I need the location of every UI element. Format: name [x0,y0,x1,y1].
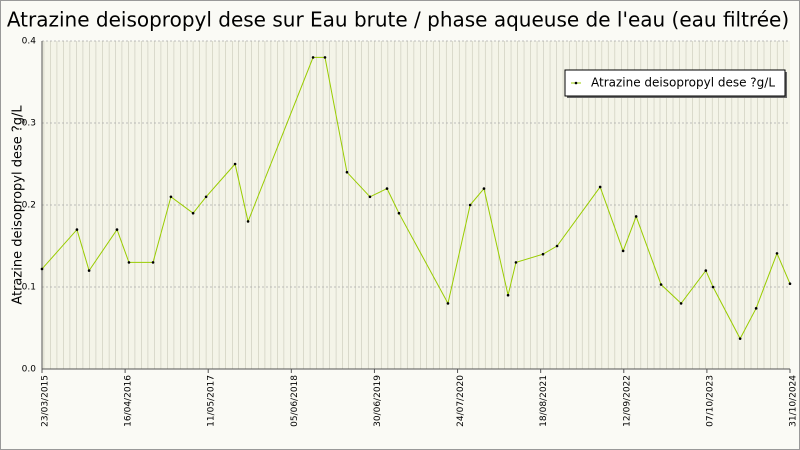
y-tick-label: 0.0 [22,365,37,375]
data-point [368,195,372,199]
data-point [40,267,44,271]
data-point [711,285,715,289]
x-tick-label: 16/04/2016 [124,375,134,427]
data-point [555,244,559,248]
data-point [169,195,173,199]
data-point [204,195,208,199]
data-point [738,337,742,340]
data-point [311,56,315,59]
data-point [385,187,389,190]
data-point [775,252,779,255]
data-point [246,220,250,223]
data-point [704,269,708,272]
data-point [634,215,638,218]
x-tick-label: 24/07/2020 [456,375,466,427]
y-tick-label: 0.2 [22,201,36,211]
x-tick-label: 18/08/2021 [539,375,549,427]
data-point [482,187,486,190]
y-tick-label: 0.1 [22,283,36,293]
chart-title: Atrazine deisopropyl dese sur Eau brute … [7,8,789,32]
data-point [323,56,327,59]
data-point [191,211,195,215]
x-tick-label: 30/06/2019 [373,375,383,427]
data-point [446,302,450,305]
data-point [621,249,625,253]
data-point [87,269,91,272]
data-point [233,162,237,166]
data-point [541,252,545,256]
data-point [151,261,155,264]
data-point [788,282,792,286]
x-tick-label: 12/09/2022 [622,375,632,427]
x-tick-label: 23/03/2015 [41,375,51,427]
y-tick-label: 0.3 [22,119,36,129]
data-point [598,185,602,189]
legend-box [564,69,786,97]
data-point [115,228,119,231]
x-tick-label: 07/10/2023 [705,375,715,427]
data-point [506,293,510,297]
data-point [754,307,758,310]
y-tick-label: 0.4 [22,37,37,47]
legend-label: Atrazine deisopropyl dese ?g/L [591,76,775,90]
data-point [345,170,349,174]
data-point [514,261,518,264]
data-point [75,228,79,231]
x-tick-label: 31/10/2024 [789,375,799,427]
data-point [468,203,472,207]
x-tick-label: 05/06/2018 [290,375,300,427]
data-point [659,283,663,286]
legend-marker [574,81,578,85]
data-point [127,261,131,264]
x-tick-label: 11/05/2017 [207,375,217,427]
data-point [679,302,683,305]
y-axis-label: Atrazine deisopropyl dese ?g/L [11,105,26,305]
data-point [397,211,401,215]
